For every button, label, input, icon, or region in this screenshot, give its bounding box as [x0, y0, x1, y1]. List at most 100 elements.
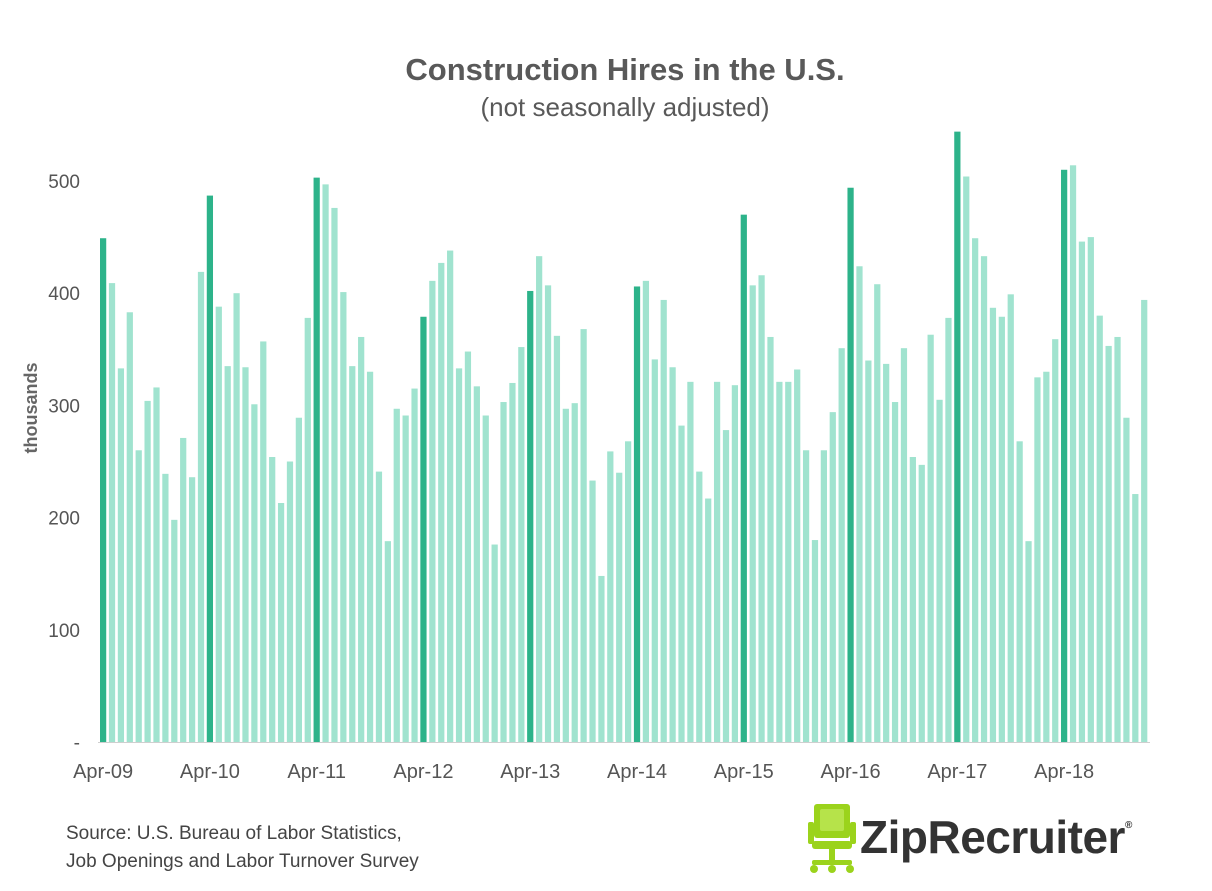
bar — [233, 293, 240, 742]
bar — [1007, 294, 1014, 742]
bar — [171, 519, 178, 742]
logo-text: ZipRecruiter — [860, 811, 1125, 863]
x-tick-label: Apr-16 — [821, 761, 881, 783]
bar — [482, 415, 489, 742]
logo-wordmark: ZipRecruiter® — [860, 810, 1132, 864]
x-tick-label: Apr-17 — [927, 761, 987, 783]
bar — [767, 336, 774, 742]
y-tick-label: 500 — [48, 172, 80, 193]
bar — [865, 360, 872, 742]
bars — [100, 131, 1148, 743]
x-tick-label: Apr-10 — [180, 761, 240, 783]
bar — [785, 381, 792, 742]
bar — [1078, 241, 1086, 742]
bar — [678, 425, 685, 742]
bar — [313, 177, 320, 742]
bar — [954, 131, 961, 742]
bar — [794, 369, 801, 742]
bar — [553, 335, 561, 742]
bar — [598, 575, 605, 742]
bar — [713, 381, 721, 742]
bar — [340, 292, 347, 742]
bar — [963, 176, 970, 742]
bar — [536, 256, 543, 742]
bar — [322, 184, 329, 742]
bar — [304, 317, 311, 742]
bar — [135, 450, 142, 742]
y-tick-label: 300 — [48, 396, 80, 417]
bar — [260, 341, 267, 742]
bar — [972, 238, 979, 742]
bar — [464, 351, 472, 742]
bar — [562, 408, 569, 742]
x-tick-label: Apr-13 — [500, 761, 560, 783]
bar — [1025, 541, 1032, 742]
bar — [856, 266, 863, 742]
bar — [1034, 377, 1041, 742]
bar — [811, 540, 819, 742]
registered-mark: ® — [1124, 820, 1132, 831]
bar — [660, 299, 667, 742]
bar — [527, 290, 534, 742]
bar — [117, 368, 125, 742]
chart-subtitle: (not seasonally adjusted) — [480, 92, 770, 122]
bar — [206, 195, 214, 743]
ziprecruiter-logo: ZipRecruiter® — [808, 804, 1148, 874]
bar — [126, 312, 133, 742]
bar — [802, 450, 810, 742]
bar — [625, 441, 632, 742]
bar — [696, 471, 703, 742]
y-axis-label: thousands — [21, 362, 41, 453]
office-chair-icon — [808, 804, 856, 873]
bar — [1123, 417, 1130, 742]
bar — [616, 472, 623, 742]
bar-chart: - 100 200 300 400 500 Apr-09 Apr-10 Apr-11 Apr-1… — [21, 131, 1150, 783]
bar — [580, 329, 587, 742]
bar — [162, 473, 169, 742]
x-tick-label: Apr-12 — [393, 761, 453, 783]
bar — [900, 348, 908, 742]
bar — [705, 498, 712, 742]
bar — [687, 381, 694, 742]
bar — [829, 412, 836, 742]
bar — [215, 306, 222, 742]
y-tick-label: 100 — [48, 621, 80, 642]
bar — [918, 464, 925, 742]
bar — [1132, 494, 1139, 742]
bar — [153, 387, 160, 742]
bar — [891, 402, 899, 742]
bar — [180, 437, 187, 742]
bar — [758, 275, 765, 742]
bar — [731, 385, 739, 742]
y-tick-label: - — [74, 733, 80, 754]
bar — [909, 457, 916, 742]
y-tick-label: 400 — [48, 284, 80, 305]
bar — [980, 256, 988, 742]
bar — [197, 271, 205, 742]
bar — [1016, 441, 1023, 742]
bar — [820, 450, 827, 742]
bar — [384, 541, 391, 742]
bar — [749, 285, 756, 742]
bar — [402, 415, 409, 742]
bar — [100, 238, 107, 742]
bar — [447, 250, 454, 742]
bar — [571, 403, 578, 742]
bar — [366, 371, 374, 742]
bar — [1114, 336, 1121, 742]
y-axis: - 100 200 300 400 500 — [48, 172, 80, 754]
bar — [277, 503, 285, 742]
bar — [722, 430, 730, 742]
bar — [251, 404, 258, 742]
source-line-1: Source: U.S. Bureau of Labor Statistics, — [66, 823, 402, 844]
bar — [269, 457, 276, 742]
y-tick-label: 200 — [48, 509, 80, 530]
bar — [438, 262, 445, 742]
bar — [589, 480, 596, 742]
bar — [945, 317, 952, 742]
bar — [642, 280, 650, 742]
bar — [989, 307, 997, 742]
bar — [669, 367, 676, 742]
bar — [349, 366, 356, 742]
bar — [473, 386, 480, 742]
